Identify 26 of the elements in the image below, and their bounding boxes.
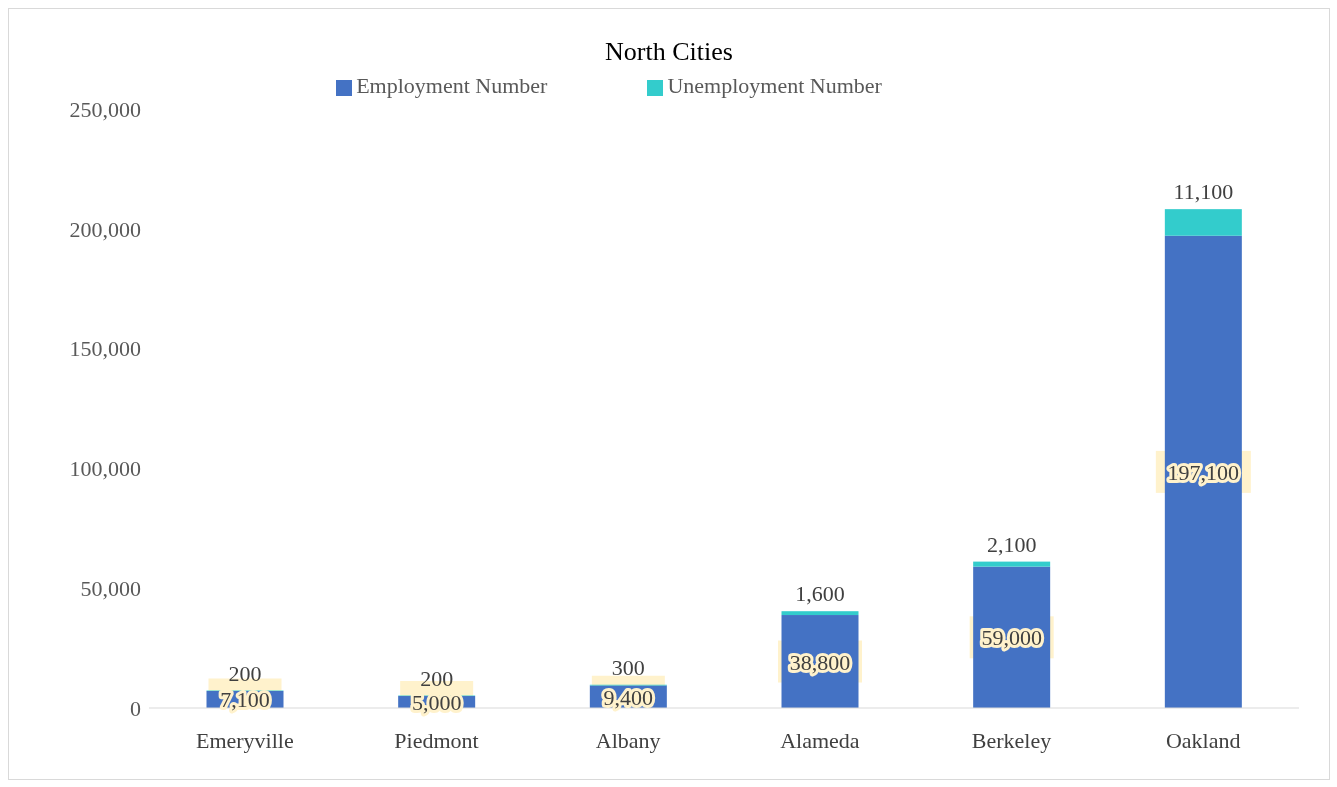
legend-label: Employment Number bbox=[356, 73, 548, 98]
x-tick-label: Alameda bbox=[780, 727, 860, 753]
y-tick-label: 200,000 bbox=[69, 216, 141, 242]
data-label: 11,100 bbox=[1173, 179, 1234, 205]
y-tick-label: 100,000 bbox=[69, 456, 141, 482]
y-tick-label: 250,000 bbox=[69, 96, 141, 122]
data-label: 2,100 bbox=[986, 531, 1037, 557]
y-tick-label: 50,000 bbox=[80, 576, 141, 602]
y-tick-label: 150,000 bbox=[69, 336, 141, 362]
x-tick-label: Emeryville bbox=[195, 727, 294, 753]
data-label: 38,800 bbox=[789, 649, 851, 675]
data-label: 197,100 bbox=[1167, 459, 1240, 485]
data-label: 200 bbox=[420, 665, 454, 691]
data-label: 1,600 bbox=[795, 581, 845, 607]
data-label: 300 bbox=[611, 654, 645, 680]
data-label: 59,000 bbox=[981, 625, 1042, 651]
chart-title: North Cities bbox=[604, 36, 734, 68]
data-label: 9,400 bbox=[603, 684, 654, 710]
x-tick-label: Piedmont bbox=[394, 727, 479, 753]
y-tick-label: 0 bbox=[130, 695, 141, 721]
legend-label: Unemployment Number bbox=[667, 73, 882, 98]
data-label: 200 bbox=[228, 660, 262, 686]
x-tick-label: Oakland bbox=[1165, 727, 1241, 753]
data-label: 7,100 bbox=[220, 687, 270, 713]
x-tick-label: Albany bbox=[595, 727, 661, 753]
x-tick-label: Berkeley bbox=[971, 727, 1052, 753]
